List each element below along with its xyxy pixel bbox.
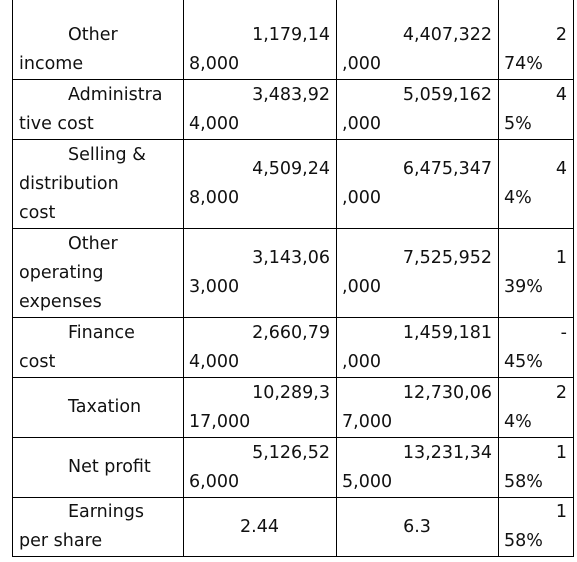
cell-value: 1 [555, 502, 567, 522]
cell-value: 2.44 [240, 516, 279, 537]
cell-value: ,000 [342, 54, 381, 74]
table-cell: 1,179,14 8,000 [183, 0, 337, 80]
table-cell: 2 4% [498, 378, 574, 438]
table-cell: 3,143,06 3,000 [183, 229, 337, 318]
table-cell: 6.3 [336, 498, 499, 557]
cell-value: 17,000 [189, 411, 251, 432]
table-cell: 1 39% [498, 229, 574, 318]
table-cell: 5,126,52 6,000 [183, 438, 337, 498]
table-cell: Selling & distribution cost [12, 140, 184, 229]
cell-value: 5,000 [342, 471, 393, 492]
row-label: operating [19, 262, 104, 283]
cell-value: 5,126,52 [252, 442, 330, 463]
cell-value: 6,000 [189, 471, 240, 492]
table-cell: 4,509,24 8,000 [183, 140, 337, 229]
cell-value: 3,000 [189, 277, 240, 297]
cell-value: 1,459,181 [402, 322, 492, 343]
cell-value: 4 [555, 84, 567, 105]
cell-value: 4 [555, 159, 567, 179]
cell-value: 5,059,162 [402, 84, 492, 105]
row-label: income [19, 54, 84, 74]
table-cell: Other operating expenses [12, 229, 184, 318]
cell-value: ,000 [342, 113, 381, 134]
cell-value: 45% [504, 351, 543, 372]
row-label: Selling & [68, 144, 146, 165]
table-cell: 7,525,952 ,000 [336, 229, 499, 318]
cell-value: 6,475,347 [402, 159, 492, 179]
cell-value: 7,000 [342, 411, 393, 432]
cell-value: 7,525,952 [402, 248, 492, 268]
cell-value: 2 [555, 25, 567, 45]
table-cell: Earnings per share [12, 498, 184, 557]
table-cell: 3,483,92 4,000 [183, 80, 337, 140]
cell-value: 6.3 [403, 516, 431, 537]
table-cell: Administra tive cost [12, 80, 184, 140]
cell-value: 10,289,3 [252, 382, 330, 403]
cell-value: 4,000 [189, 113, 240, 134]
table-cell: Net profit [12, 438, 184, 498]
row-label: Finance [68, 322, 135, 343]
cell-value: 1,179,14 [252, 25, 330, 45]
table-cell: 4 4% [498, 140, 574, 229]
row-label: Other [68, 25, 118, 45]
table-cell: 4,407,322 ,000 [336, 0, 499, 80]
cell-value: 4,407,322 [402, 25, 492, 45]
cell-value: 39% [504, 277, 543, 297]
cell-value: 1 [555, 442, 567, 463]
cell-value: 3,483,92 [252, 84, 330, 105]
row-label: cost [19, 351, 56, 372]
cell-value: ,000 [342, 351, 381, 372]
row-label: Administra [68, 84, 163, 105]
table-cell: Finance cost [12, 318, 184, 378]
cell-value: ,000 [342, 277, 381, 297]
row-label: Earnings [68, 502, 144, 522]
row-label: Net profit [68, 457, 151, 477]
cell-value: 12,730,06 [402, 382, 492, 403]
cell-value: 4,509,24 [252, 159, 330, 179]
row-label: expenses [19, 291, 102, 312]
cell-value: 2,660,79 [252, 322, 330, 343]
cell-value: 58% [504, 531, 543, 551]
row-label: Other [68, 233, 118, 254]
cell-value: - [560, 322, 567, 343]
cell-value: 8,000 [189, 54, 240, 74]
row-label: Taxation [68, 397, 142, 417]
row-label: cost [19, 202, 56, 223]
cell-value: 8,000 [189, 188, 240, 208]
cell-value: 3,143,06 [252, 248, 330, 268]
table-cell: Other income [12, 0, 184, 80]
cell-value: 4% [504, 411, 532, 432]
table-cell: 1 58% [498, 498, 574, 557]
cell-value: 13,231,34 [402, 442, 492, 463]
table-cell: -45% [498, 318, 574, 378]
table-cell: 10,289,3 17,000 [183, 378, 337, 438]
table-cell: 1,459,181 ,000 [336, 318, 499, 378]
table-cell: 4 5% [498, 80, 574, 140]
table-cell: 12,730,06 7,000 [336, 378, 499, 438]
row-label: distribution [19, 173, 119, 194]
table-cell: 6,475,347 ,000 [336, 140, 499, 229]
cell-value: 58% [504, 471, 543, 492]
cell-value: 4,000 [189, 351, 240, 372]
table-cell: 2 74% [498, 0, 574, 80]
cell-value: 4% [504, 188, 532, 208]
row-label: tive cost [19, 113, 94, 134]
table-cell: Taxation [12, 378, 184, 438]
cell-value: 2 [555, 382, 567, 403]
table-cell: 1 58% [498, 438, 574, 498]
cell-value: 5% [504, 113, 532, 134]
row-label: per share [19, 531, 103, 551]
table-cell: 13,231,34 5,000 [336, 438, 499, 498]
table-cell: 5,059,162 ,000 [336, 80, 499, 140]
table-cell: 2,660,79 4,000 [183, 318, 337, 378]
cell-value: 1 [555, 248, 567, 268]
table-cell: 2.44 [183, 498, 337, 557]
cell-value: 74% [504, 54, 543, 74]
cell-value: ,000 [342, 188, 381, 208]
